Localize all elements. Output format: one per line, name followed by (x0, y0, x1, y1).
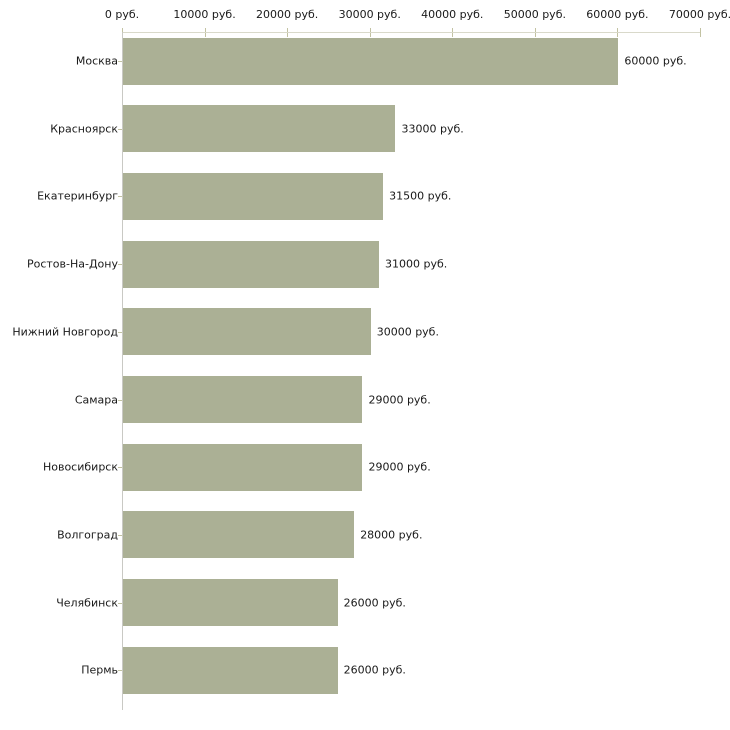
y-axis-tick-mark (118, 61, 122, 62)
category-label: Нижний Новгород (12, 325, 118, 339)
x-axis-tick-label: 0 руб. (104, 8, 140, 21)
category-label: Пермь (81, 663, 118, 677)
bar-4 (123, 240, 379, 288)
x-axis-tick-label: 40000 руб. (421, 8, 484, 21)
bar-2 (123, 105, 396, 153)
value-label: 28000 руб. (360, 528, 423, 542)
x-axis-tick-label: 30000 руб. (338, 8, 401, 21)
value-label: 29000 руб. (368, 393, 431, 406)
x-axis-tick-mark (700, 28, 701, 37)
x-axis-tick-label: 10000 руб. (173, 8, 236, 21)
value-label: 60000 руб. (624, 54, 687, 68)
x-axis-tick-label: 50000 руб. (503, 8, 566, 21)
y-axis-tick-mark (118, 534, 122, 536)
x-axis-line (122, 32, 700, 33)
category-label: Екатеринбург (37, 189, 118, 203)
bar-7 (123, 443, 363, 491)
bar-8 (123, 511, 355, 559)
bar-6 (123, 376, 363, 423)
category-label: Волгоград (57, 528, 118, 542)
value-label: 31000 руб. (384, 257, 448, 271)
x-axis-tick-label: 60000 руб. (586, 8, 649, 21)
bar-3 (123, 172, 384, 220)
y-axis-tick-mark (118, 399, 122, 401)
value-label: 26000 руб. (343, 663, 406, 677)
y-axis-line (122, 32, 123, 710)
y-axis-tick-mark (118, 128, 122, 130)
category-label: Москва (75, 54, 118, 68)
y-axis-tick-mark (118, 331, 122, 333)
category-label: Ростов-На-Дону (26, 257, 118, 271)
y-axis-tick-mark (118, 670, 122, 672)
bar-5 (123, 308, 371, 356)
y-axis-tick-mark (118, 264, 122, 266)
bar-1 (123, 37, 619, 85)
value-label: 26000 руб. (343, 596, 406, 610)
value-label: 33000 руб. (401, 122, 464, 136)
y-axis-tick-mark (118, 467, 122, 469)
category-label: Новосибирск (42, 460, 118, 474)
y-axis-tick-mark (118, 196, 122, 198)
y-axis-tick-mark (118, 602, 122, 604)
bar-9 (123, 579, 338, 627)
category-label: Самара (74, 393, 118, 406)
value-label: 30000 руб. (376, 325, 439, 339)
category-label: Красноярск (50, 122, 118, 136)
category-label: Челябинск (56, 596, 118, 610)
value-label: 31500 руб. (389, 189, 452, 203)
bar-10 (123, 646, 338, 694)
x-axis-tick-label: 20000 руб. (256, 8, 319, 21)
value-label: 29000 руб. (368, 460, 431, 474)
x-axis-tick-label: 70000 руб. (668, 8, 730, 21)
